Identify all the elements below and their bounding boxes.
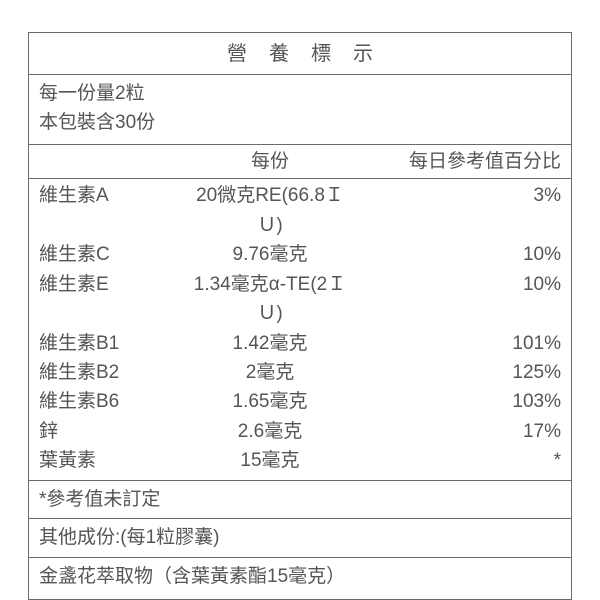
nutrient-daily-value: 101% [391,329,561,358]
nutrient-amount: 2毫克 [189,358,391,387]
nutrient-amount: 1.65毫克 [189,387,391,416]
nutrient-amount: 1.34毫克α-TE(2ＩＵ) [189,270,391,329]
column-header-row: 每份 每日參考值百分比 [29,145,571,179]
serving-info: 每一份量2粒 本包裝含30份 [29,75,571,145]
nutrient-amount: 15毫克 [189,446,391,475]
nutrient-row: 維生素B61.65毫克103% [39,387,561,416]
nutrient-amount: 2.6毫克 [189,417,391,446]
nutrient-row: 維生素C9.76毫克10% [39,240,561,269]
nutrient-daily-value: 3% [391,181,561,240]
nutrient-name: 維生素C [39,240,189,269]
nutrient-daily-value: 10% [391,270,561,329]
nutrient-row: 維生素B22毫克125% [39,358,561,387]
other-ingredients-heading: 其他成份:(每1粒膠囊) [29,519,571,557]
nutrient-row: 葉黃素15毫克* [39,446,561,475]
nutrient-daily-value: 10% [391,240,561,269]
other-ingredients-body: 金盞花萃取物（含葉黃素酯15毫克） [29,558,571,599]
nutrient-name: 葉黃素 [39,446,189,475]
nutrient-row: 鋅2.6毫克17% [39,417,561,446]
nutrient-name: 維生素B1 [39,329,189,358]
servings-per-container: 本包裝含30份 [39,108,561,137]
nutrient-name: 維生素B6 [39,387,189,416]
nutrient-name: 維生素B2 [39,358,189,387]
serving-size: 每一份量2粒 [39,79,561,108]
nutrient-daily-value: 125% [391,358,561,387]
nutrient-row: 維生素E1.34毫克α-TE(2ＩＵ)10% [39,270,561,329]
nutrition-facts-panel: 營養標示 每一份量2粒 本包裝含30份 每份 每日參考值百分比 維生素A20微克… [28,32,572,600]
col-header-per-serving: 每份 [189,147,391,176]
col-header-name [39,147,189,176]
nutrient-amount: 1.42毫克 [189,329,391,358]
footnote: *參考值未訂定 [29,481,571,519]
nutrient-daily-value: * [391,446,561,475]
nutrient-daily-value: 103% [391,387,561,416]
nutrient-rows: 維生素A20微克RE(66.8ＩＵ)3%維生素C9.76毫克10%維生素E1.3… [29,179,571,480]
nutrient-row: 維生素A20微克RE(66.8ＩＵ)3% [39,181,561,240]
nutrient-amount: 20微克RE(66.8ＩＵ) [189,181,391,240]
col-header-daily-value: 每日參考值百分比 [391,147,561,176]
nutrient-name: 鋅 [39,417,189,446]
nutrient-row: 維生素B11.42毫克101% [39,329,561,358]
nutrient-name: 維生素A [39,181,189,240]
nutrient-daily-value: 17% [391,417,561,446]
nutrient-name: 維生素E [39,270,189,329]
panel-title: 營養標示 [29,33,571,75]
nutrient-amount: 9.76毫克 [189,240,391,269]
